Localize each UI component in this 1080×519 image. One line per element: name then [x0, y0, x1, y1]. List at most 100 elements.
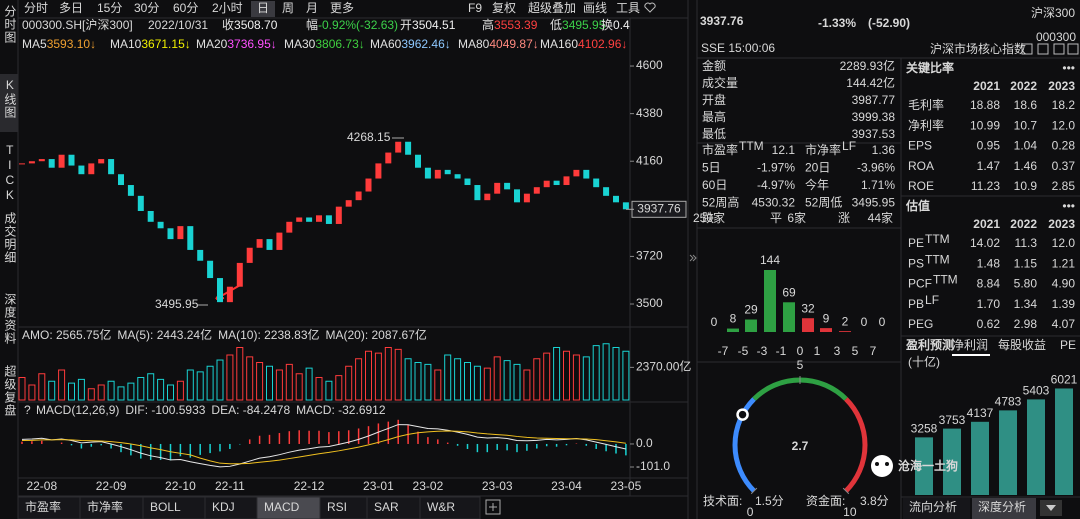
period-tab[interactable]: 2小时: [212, 1, 243, 15]
x-tick-label: 23-03: [482, 479, 513, 493]
y-tick-label: 4600: [636, 58, 663, 72]
forecast-tab[interactable]: 每股收益: [998, 337, 1046, 352]
period-tab[interactable]: 多日: [59, 1, 83, 15]
sidebar-tab[interactable]: 超级复盘: [3, 364, 17, 417]
volume-bar: [622, 350, 630, 401]
forecast-tab[interactable]: PE: [1060, 338, 1076, 352]
column-header: 2022: [1010, 79, 1037, 93]
sidebar-tab[interactable]: K线图: [3, 78, 17, 119]
tool-button[interactable]: 画线: [583, 1, 607, 15]
period-tab[interactable]: 30分: [134, 1, 159, 15]
macd-legend: DIF: -100.5933: [125, 403, 205, 417]
candle: [296, 217, 303, 222]
volume-bar: [295, 373, 303, 401]
favorite-icon[interactable]: [644, 2, 656, 13]
candle: [236, 262, 243, 287]
stat-label: 5日: [702, 161, 721, 175]
x-tick-label: 22-10: [165, 479, 196, 493]
more-button[interactable]: •••: [1062, 199, 1075, 213]
sidebar-tab[interactable]: 深度资料: [3, 293, 17, 345]
candle: [464, 178, 471, 186]
gauge-segment: [844, 397, 868, 493]
volume-bar: [483, 367, 491, 401]
forecast-tab[interactable]: 盈利预测: [905, 337, 954, 352]
distribution-tick: 5: [852, 344, 859, 358]
period-tab[interactable]: 60分: [173, 1, 198, 15]
right-tab-bg[interactable]: [972, 498, 1036, 519]
indicator-tab[interactable]: 市净率: [87, 499, 123, 514]
right-tab-bg[interactable]: [903, 498, 970, 519]
period-tab[interactable]: 日: [257, 1, 269, 15]
security-code: 000300.SH[沪深300]: [22, 18, 133, 32]
ma-value: MA303806.73↓: [284, 37, 365, 51]
candle: [38, 159, 45, 162]
candle: [28, 161, 35, 164]
forecast-bar: [971, 421, 989, 495]
volume-bar: [226, 354, 234, 401]
volume-bar: [513, 363, 521, 401]
candle: [286, 221, 293, 233]
right-tab[interactable]: 流向分析: [909, 499, 957, 514]
ma-value: MA804049.87↓: [458, 37, 539, 51]
forecast-value: 6021: [1051, 373, 1078, 387]
column-header: 2022: [1010, 217, 1037, 231]
distribution-bar: [802, 318, 814, 332]
tool-button[interactable]: 超级叠加: [528, 0, 576, 15]
indicator-tab[interactable]: SAR: [374, 500, 399, 514]
volume-bar: [206, 365, 214, 401]
distribution-value: 144: [760, 253, 780, 267]
high-annotation: 4268.15: [347, 130, 391, 144]
market-label: 开盘: [702, 92, 726, 107]
period-tab[interactable]: 分时: [24, 1, 48, 15]
volume-bar: [404, 358, 412, 401]
row-value: 10.7: [1014, 118, 1038, 132]
row-value: 1.46: [1014, 159, 1038, 173]
volume-bar: [424, 363, 432, 401]
candle: [127, 185, 134, 196]
indicator-tab[interactable]: MACD: [264, 500, 300, 514]
period-tab[interactable]: 月: [306, 1, 318, 15]
period-tab[interactable]: 15分: [97, 1, 122, 15]
forecast-bar: [915, 437, 933, 495]
candle: [424, 167, 431, 179]
watermark: 沧海一土狗: [898, 458, 958, 473]
sidebar-tab[interactable]: TICK: [3, 143, 17, 203]
period-tab[interactable]: 周: [282, 1, 294, 15]
dropdown-icon[interactable]: [1040, 500, 1062, 516]
sidebar-tab[interactable]: 成交明细: [3, 212, 17, 264]
indicator-tab[interactable]: 市盈率: [25, 499, 61, 514]
volume-bar: [147, 373, 155, 401]
candle: [325, 215, 332, 224]
distribution-tick: -1: [776, 344, 787, 358]
candle: [622, 202, 629, 210]
tool-button[interactable]: F9: [468, 1, 482, 15]
x-tick-label: 22-12: [294, 479, 325, 493]
toolbar-icons[interactable]: [1021, 43, 1079, 55]
row-value: 18.2: [1052, 98, 1076, 112]
collapse-arrow[interactable]: [689, 254, 697, 262]
row-value: 4.90: [1052, 277, 1076, 291]
indicator-tab-bg[interactable]: [419, 496, 481, 519]
header-field-label: 幅: [306, 17, 318, 32]
right-tab[interactable]: 深度分析: [978, 499, 1026, 514]
score-value: 3.8分: [860, 494, 889, 508]
indicator-tab[interactable]: W&R: [427, 500, 455, 514]
indicator-tab[interactable]: KDJ: [212, 500, 235, 514]
more-button[interactable]: •••: [1062, 61, 1075, 75]
sidebar-tab[interactable]: 分时图: [3, 5, 17, 44]
help-icon[interactable]: ?: [24, 403, 31, 417]
tool-button[interactable]: 工具: [616, 1, 640, 15]
volume-bar: [414, 362, 422, 401]
ma-value-label: MA5: [22, 37, 47, 51]
forecast-tab[interactable]: 净利润: [952, 338, 988, 352]
indicator-tab[interactable]: RSI: [327, 500, 347, 514]
period-tab[interactable]: 更多: [330, 1, 354, 15]
add-tab-icon[interactable]: [485, 499, 501, 515]
header-field: 幅-0.92%(-32.63): [306, 17, 398, 32]
tool-button[interactable]: 复权: [492, 1, 516, 15]
ma-value-label: MA10: [110, 37, 142, 51]
breadth-value: 6家: [787, 210, 806, 225]
volume-bar: [256, 362, 264, 401]
distribution-bar: [820, 328, 832, 332]
indicator-tab[interactable]: BOLL: [150, 500, 181, 514]
